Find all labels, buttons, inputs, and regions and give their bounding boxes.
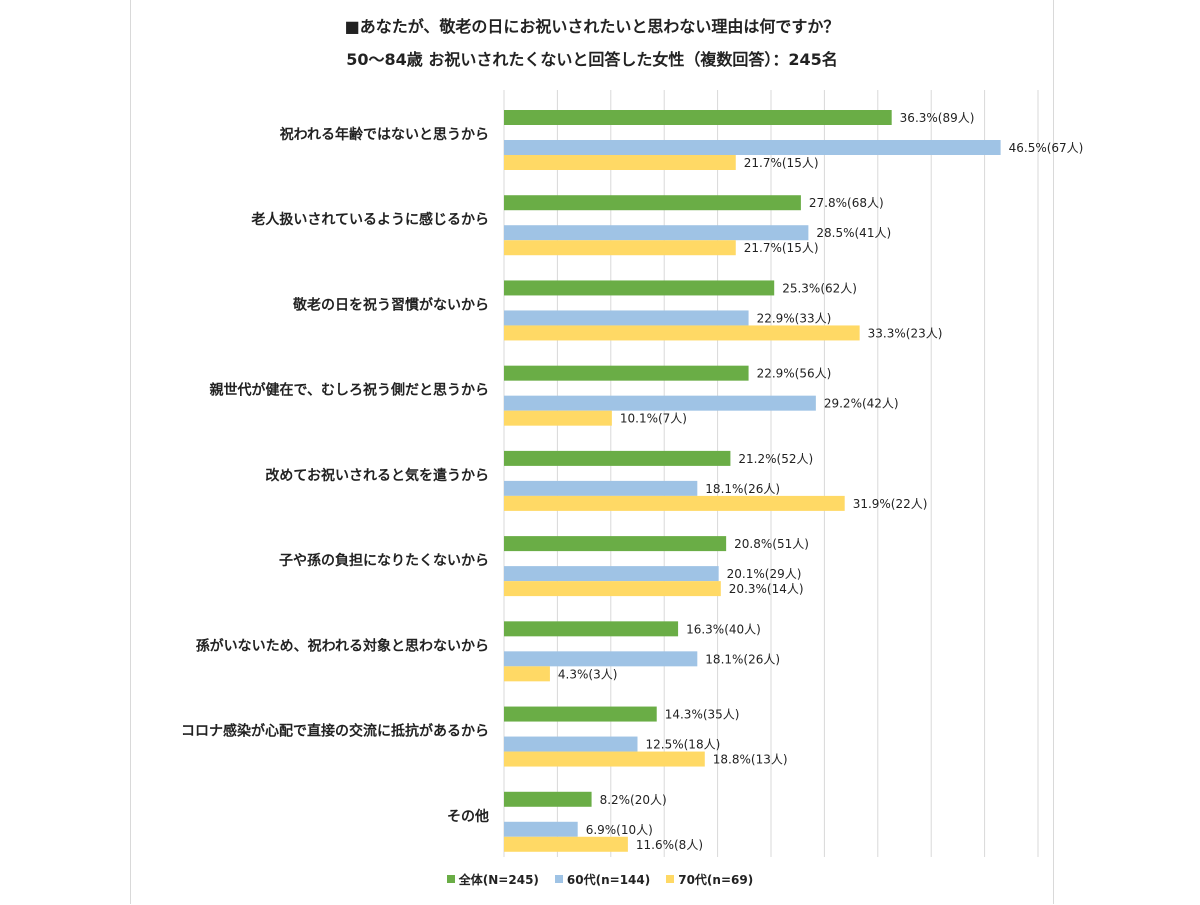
chart-legend: 全体(N=245) 60代(n=144) 70代(n=69) [0,871,1200,888]
bar [504,821,578,837]
bar [504,791,592,807]
data-label: 21.2%(52人) [738,452,813,466]
bar [504,395,816,411]
legend-item: 全体(N=245) [446,871,539,888]
category-label: 改めてお祝いされると気を遣うから [265,467,489,484]
legend-swatch [666,875,675,883]
bar [504,240,736,256]
data-label: 10.1%(7人) [620,412,687,426]
data-label: 36.3%(89人) [900,111,975,125]
data-label: 29.2%(42人) [824,397,899,411]
bar [504,621,679,637]
data-label: 18.1%(26人) [705,482,780,496]
chart-subtitle: 50〜84歳 お祝いされたくないと回答した女性（複数回答）：245名 [346,50,838,69]
bar [504,706,657,722]
bar [504,751,705,767]
bar [504,480,698,496]
bar [504,195,801,211]
bar [504,536,727,552]
bar [504,225,809,241]
data-label: 20.8%(51人) [734,537,809,551]
category-label: 祝われる年齢ではないと思うから [280,126,489,143]
bar [504,581,721,597]
data-label: 46.5%(67人) [1009,141,1084,155]
legend-label: 70代(n=69) [678,873,754,887]
bar [504,140,1001,155]
legend-item: 60代(n=144) [554,871,651,888]
data-label: 18.1%(26人) [705,652,780,666]
data-label: 18.8%(13人) [713,753,788,767]
bar [504,365,749,381]
data-label: 21.7%(15人) [744,241,819,255]
bar [504,280,775,296]
bar [504,110,892,125]
bar [504,450,731,466]
chart-frame [130,0,1054,904]
category-label: 親世代が健在で、むしろ祝う側だと思うから [210,382,489,399]
category-label: その他 [447,808,489,825]
category-label: 孫がいないため、祝われる対象と思わないから [196,637,489,654]
category-label: 老人扱いされているように感じるから [251,211,489,228]
bar [504,736,638,752]
data-label: 33.3%(23人) [868,326,943,340]
legend-label: 全体(N=245) [458,873,539,887]
category-label: 敬老の日を祝う習慣がないから [292,296,489,313]
bar [504,666,550,682]
legend-label: 60代(n=144) [566,873,651,887]
category-label: 子や孫の負担になりたくないから [279,552,489,569]
data-label: 21.7%(15人) [744,156,819,170]
data-label: 25.3%(62人) [782,281,857,295]
bar [504,495,845,511]
data-label: 20.1%(29人) [727,567,802,581]
bar [504,651,698,667]
category-label: コロナ感染が心配で直接の交流に抵抗があるから [181,723,489,740]
chart-title: ■あなたが、敬老の日にお祝いされたいと思わない理由は何ですか？ [344,17,840,36]
data-label: 27.8%(68人) [809,196,884,210]
bar [504,566,719,582]
data-label: 16.3%(40人) [686,622,761,636]
bar [504,836,628,852]
data-label: 22.9%(56人) [757,367,832,381]
legend-swatch [446,875,455,883]
data-label: 12.5%(18人) [646,738,721,752]
data-label: 4.3%(3人) [558,667,618,681]
data-label: 14.3%(35人) [665,708,740,722]
data-label: 8.2%(20人) [600,793,667,807]
bar [504,310,749,326]
bar [504,325,860,341]
data-label: 20.3%(14人) [729,582,804,596]
bar [504,155,736,170]
data-label: 22.9%(33人) [757,311,832,325]
legend-item: 70代(n=69) [666,871,753,888]
bar [504,410,612,426]
legend-swatch [554,875,563,883]
data-label: 11.6%(8人) [636,838,703,852]
data-label: 31.9%(22人) [853,497,928,511]
data-label: 6.9%(10人) [586,823,653,837]
data-label: 28.5%(41人) [816,226,891,240]
